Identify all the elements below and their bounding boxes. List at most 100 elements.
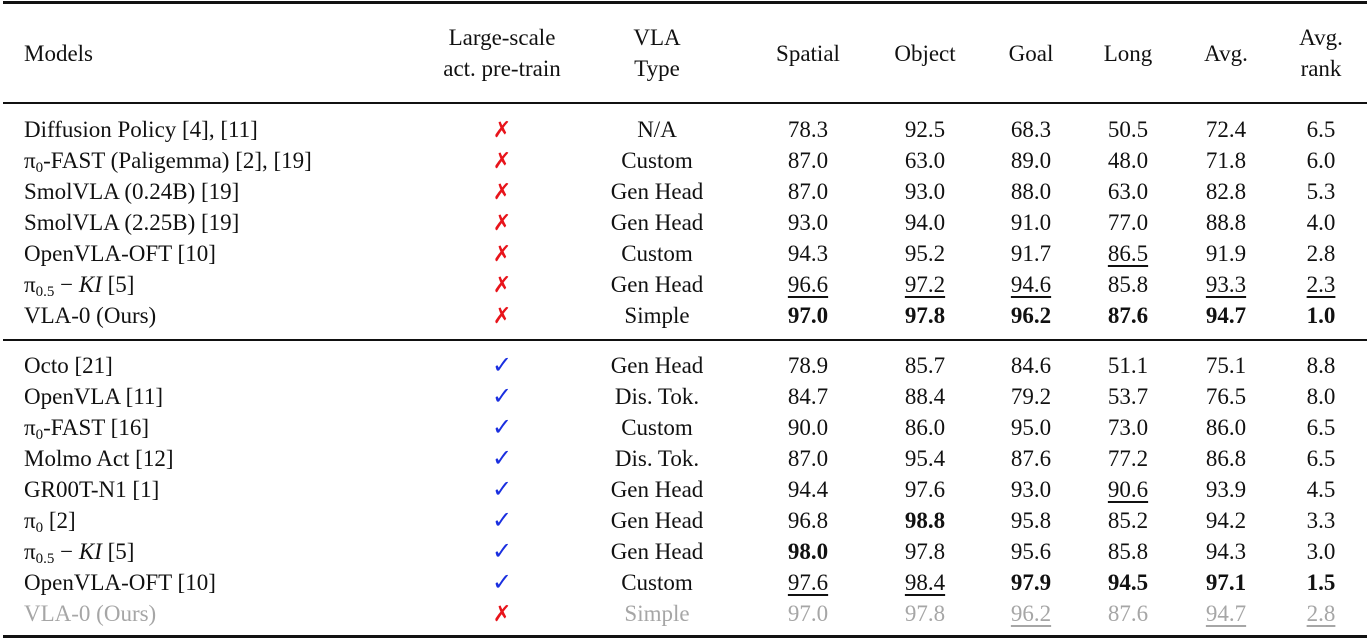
vla-type: Gen Head [610,272,704,297]
avg-value: 82.8 [1205,179,1247,204]
spatial-value: 96.6 [787,272,829,297]
avg-score: 86.0 [1178,412,1274,443]
pretrain-cell: ✗ [432,207,572,238]
object-value: 98.4 [904,570,946,595]
table-row: Molmo Act [12] ✓ Dis. Tok. 87.0 95.4 87.6 77.2… [0,443,1370,474]
rank-value: 4.0 [1306,210,1336,235]
spatial-value: 87.0 [787,179,829,204]
spatial-score: 96.8 [760,505,856,536]
object-value: 97.8 [904,601,946,626]
header-vla-type: VLA Type [633,25,681,81]
table-row: π0.5 − KI [5] ✓ Gen Head 98.0 97.8 95.6 85.8 94… [0,536,1370,567]
vla-type: Gen Head [610,353,704,378]
model-name: Diffusion Policy [4], [11] [24,117,258,142]
table-row: π0-FAST [16] ✓ Custom 90.0 86.0 95.0 73.0 86.0 6… [0,412,1370,443]
spatial-score: 94.3 [760,238,856,269]
rank-score: 6.5 [1276,114,1366,145]
model-name-pi: π [24,539,36,564]
long-score: 87.6 [1080,598,1176,629]
model-name-suffix: [2] [43,508,76,533]
long-value: 51.1 [1107,353,1149,378]
check-icon: ✓ [491,382,513,410]
goal-score: 93.0 [983,474,1079,505]
long-score: 85.2 [1080,505,1176,536]
long-value: 73.0 [1107,415,1149,440]
goal-value: 96.2 [1010,601,1052,626]
header-long: Long [1103,40,1153,66]
object-score: 88.4 [877,381,973,412]
top-rule [3,1,1367,4]
long-value: 48.0 [1107,148,1149,173]
model-name-pi: π [24,508,36,533]
long-value: 50.5 [1107,117,1149,142]
model-name: GR00T-N1 [1] [24,477,160,502]
check-icon: ✓ [491,413,513,441]
model-name-italic: KI [78,272,102,297]
object-value: 95.4 [904,446,946,471]
long-value: 86.5 [1107,241,1149,266]
table-row: OpenVLA-OFT [10] ✗ Custom 94.3 95.2 91.7 86.5 9… [0,238,1370,269]
rank-score: 1.5 [1276,567,1366,598]
goal-value: 91.7 [1010,241,1052,266]
object-value: 95.2 [904,241,946,266]
rank-score: 1.0 [1276,300,1366,331]
object-score: 98.8 [877,505,973,536]
long-value: 87.6 [1107,303,1149,328]
avg-value: 97.1 [1205,570,1247,595]
rank-score: 2.8 [1276,598,1366,629]
object-value: 97.6 [904,477,946,502]
model-name: π0.5 − KI [5] [24,536,424,567]
vla-type: Gen Head [610,477,704,502]
avg-value: 88.8 [1205,210,1247,235]
vla-type: Dis. Tok. [614,446,700,471]
goal-value: 96.2 [1010,303,1052,328]
model-name-minus: − [54,539,79,564]
avg-score: 94.2 [1178,505,1274,536]
model-name: π0.5 − KI [5] [24,269,424,300]
goal-value: 97.9 [1010,570,1052,595]
avg-value: 86.8 [1205,446,1247,471]
check-icon: ✓ [491,444,513,472]
spatial-score: 98.0 [760,536,856,567]
long-score: 85.8 [1080,269,1176,300]
model-name-suffix: [5] [101,539,135,564]
cross-icon: ✗ [492,242,512,267]
goal-score: 96.2 [983,300,1079,331]
vla-type: Gen Head [610,210,704,235]
header-avg-rank: Avg. rank [1299,25,1343,81]
vla-type: Simple [624,601,690,626]
spatial-score: 78.3 [760,114,856,145]
spatial-score: 97.6 [760,567,856,598]
object-value: 88.4 [904,384,946,409]
spatial-score: 96.6 [760,269,856,300]
goal-value: 84.6 [1010,353,1052,378]
model-name-italic: KI [78,539,102,564]
table-row: VLA-0 (Ours) ✗ Simple 97.0 97.8 96.2 87.6 94.7 1… [0,300,1370,331]
table-row: GR00T-N1 [1] ✓ Gen Head 94.4 97.6 93.0 90.6 93.… [0,474,1370,505]
spatial-value: 96.8 [787,508,829,533]
rank-value: 4.5 [1306,477,1336,502]
spatial-value: 84.7 [787,384,829,409]
avg-score: 71.8 [1178,145,1274,176]
avg-value: 94.7 [1205,303,1247,328]
table-row: VLA-0 (Ours) ✗ Simple 97.0 97.8 96.2 87.6 94.7 2… [0,598,1370,629]
check-icon: ✓ [491,475,513,503]
pretrain-cell: ✓ [432,505,572,536]
long-score: 77.2 [1080,443,1176,474]
pretrain-cell: ✓ [432,412,572,443]
vla-type: Custom [621,415,693,440]
spatial-value: 90.0 [787,415,829,440]
cross-icon: ✗ [492,273,512,298]
object-score: 93.0 [877,176,973,207]
cross-icon: ✗ [492,602,512,627]
object-value: 97.8 [904,539,946,564]
table-row: π0-FAST (Paligemma) [2], [19] ✗ Custom 87.0… [0,145,1370,176]
table-row: SmolVLA (0.24B) [19] ✗ Gen Head 87.0 93.0 88.… [0,176,1370,207]
spatial-value: 78.3 [787,117,829,142]
rank-value: 1.5 [1306,570,1336,595]
long-score: 94.5 [1080,567,1176,598]
vla-type: Gen Head [610,179,704,204]
model-name-subscript: 0 [35,427,44,443]
model-name-suffix: -FAST (Paligemma) [2], [19] [43,148,312,173]
long-score: 87.6 [1080,300,1176,331]
